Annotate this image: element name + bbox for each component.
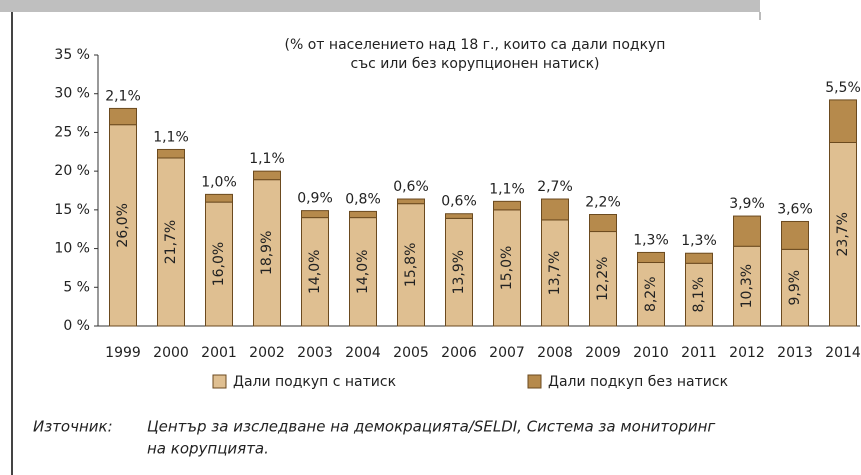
value-label: 1,3%	[633, 232, 669, 248]
bar-segment	[109, 124, 137, 327]
bar-segment	[493, 200, 521, 211]
value-label: 5,5%	[825, 80, 861, 96]
y-tick-label: 25 %	[54, 124, 90, 140]
x-tick-label: 2014	[825, 345, 861, 361]
y-tick-label: 0 %	[63, 318, 90, 334]
value-label: 26,0%	[115, 203, 131, 247]
legend-swatch	[212, 374, 227, 389]
x-tick-label: 2000	[153, 345, 189, 361]
value-label: 3,9%	[729, 196, 765, 212]
value-label: 13,9%	[451, 250, 467, 294]
value-label: 1,1%	[153, 129, 189, 145]
x-tick-label: 2004	[345, 345, 381, 361]
value-label: 8,1%	[691, 277, 707, 313]
value-label: 0,6%	[393, 179, 429, 195]
x-tick-label: 2011	[681, 345, 717, 361]
bar-segment	[685, 252, 713, 264]
x-tick-label: 2002	[249, 345, 285, 361]
bar-segment	[349, 210, 377, 219]
value-label: 2,1%	[105, 88, 141, 104]
bar-segment	[445, 217, 473, 327]
value-label: 15,8%	[403, 243, 419, 287]
y-tick-label: 15 %	[54, 202, 90, 218]
source-label: Източник:	[33, 418, 113, 436]
value-label: 1,1%	[489, 181, 525, 197]
x-tick-label: 2001	[201, 345, 237, 361]
value-label: 0,9%	[297, 191, 333, 207]
source-text: Център за изследване на демокрацията/SEL…	[147, 418, 715, 436]
bar-segment	[589, 231, 617, 327]
value-label: 0,6%	[441, 194, 477, 210]
bar-segment	[397, 198, 425, 205]
bar-segment	[733, 215, 761, 247]
value-label: 21,7%	[163, 220, 179, 264]
bar-segment	[829, 141, 857, 327]
legend-swatch	[527, 374, 542, 389]
x-tick-label: 1999	[105, 345, 141, 361]
bar-segment	[349, 217, 377, 327]
value-label: 2,7%	[537, 179, 573, 195]
source-text: на корупцията.	[147, 440, 269, 458]
bar-segment	[541, 219, 569, 327]
bar-segment	[541, 198, 569, 221]
bar-segment	[637, 251, 665, 264]
value-label: 10,3%	[739, 264, 755, 308]
x-tick-label: 2008	[537, 345, 573, 361]
x-tick-label: 2010	[633, 345, 669, 361]
bar-segment	[781, 248, 809, 327]
x-tick-label: 2007	[489, 345, 525, 361]
bar-segment	[109, 107, 137, 126]
value-label: 13,7%	[547, 251, 563, 295]
bar-segment	[157, 148, 185, 159]
value-label: 15,0%	[499, 246, 515, 290]
value-label: 0,8%	[345, 191, 381, 207]
value-label: 1,3%	[681, 233, 717, 249]
x-tick-label: 2006	[441, 345, 477, 361]
value-label: 14,0%	[307, 250, 323, 294]
bar-segment	[637, 262, 665, 327]
bar-segment	[301, 210, 329, 219]
subtitle: със или без корупционен натиск)	[351, 56, 600, 72]
bar-segment	[829, 99, 857, 143]
header-band	[0, 0, 760, 12]
value-label: 12,2%	[595, 257, 611, 301]
bar-segment	[589, 214, 617, 233]
bar-segment	[445, 213, 473, 219]
bar-segment	[733, 245, 761, 327]
x-tick-label: 2013	[777, 345, 813, 361]
value-label: 8,2%	[643, 276, 659, 312]
bar-segment	[781, 220, 809, 250]
bar-segment	[685, 262, 713, 327]
y-tick-label: 10 %	[54, 241, 90, 257]
bar-segment	[205, 193, 233, 203]
y-tick-label: 20 %	[54, 163, 90, 179]
value-label: 1,0%	[201, 174, 237, 190]
y-tick-label: 5 %	[63, 279, 90, 295]
value-label: 9,9%	[787, 270, 803, 306]
x-tick-label: 2003	[297, 345, 333, 361]
x-tick-label: 2012	[729, 345, 765, 361]
bar-segment	[301, 217, 329, 327]
value-label: 16,0%	[211, 242, 227, 286]
y-tick-label: 30 %	[54, 86, 90, 102]
value-label: 2,2%	[585, 195, 621, 211]
x-tick-label: 2009	[585, 345, 621, 361]
value-label: 1,1%	[249, 151, 285, 167]
value-label: 3,6%	[777, 201, 813, 217]
value-label: 18,9%	[259, 231, 275, 275]
bar-segment	[253, 170, 281, 181]
legend-label: Дали подкуп без натиск	[548, 374, 728, 390]
value-label: 23,7%	[835, 212, 851, 256]
x-tick-label: 2005	[393, 345, 429, 361]
value-label: 14,0%	[355, 250, 371, 294]
y-tick-label: 35 %	[54, 47, 90, 63]
legend-label: Дали подкуп с натиск	[233, 374, 396, 390]
subtitle: (% от населението над 18 г., които са да…	[285, 37, 666, 53]
bar-segment	[397, 203, 425, 327]
